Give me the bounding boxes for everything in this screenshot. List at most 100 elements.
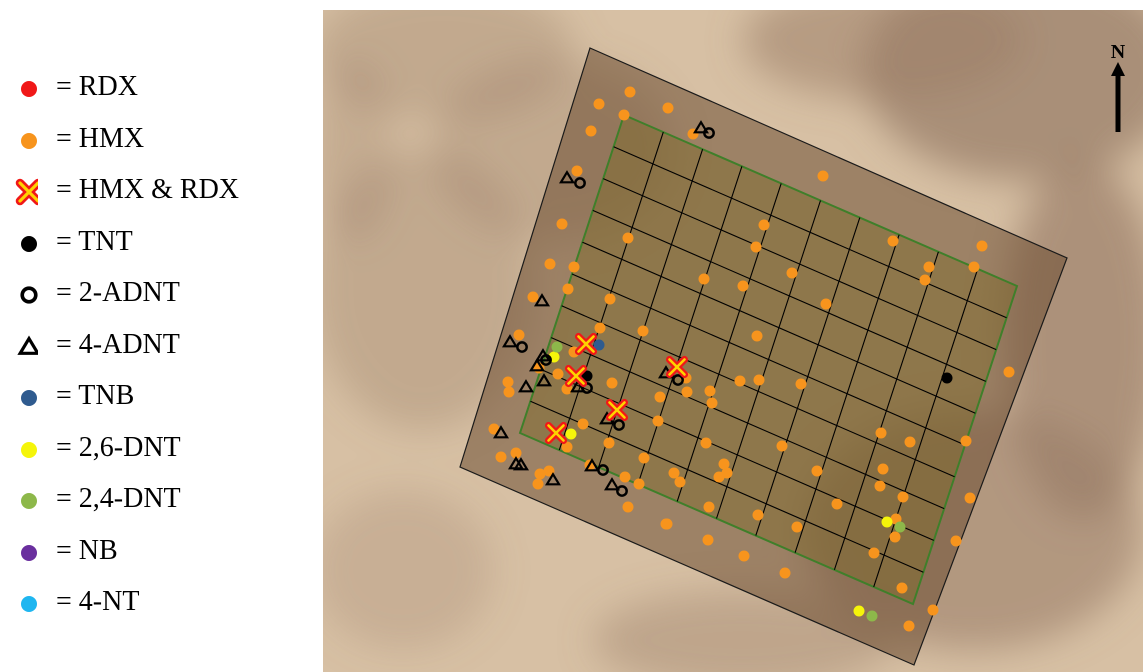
sample-marker-hmx	[868, 547, 880, 559]
legend-label: = RDX	[56, 71, 138, 102]
sample-marker-hmx	[704, 385, 716, 397]
sample-marker-adnt4	[535, 373, 553, 387]
sample-marker-hmx	[877, 463, 889, 475]
sample-marker-adnt2	[574, 177, 586, 189]
sample-marker-adnt4	[512, 457, 530, 471]
sample-marker-dnt26	[881, 516, 893, 528]
legend-marker-tnt	[21, 235, 37, 252]
sample-marker-hmx	[513, 329, 525, 341]
sample-marker-hmx	[700, 437, 712, 449]
legend-item-nb: = NB	[0, 528, 300, 578]
sample-marker-hmx	[593, 98, 605, 110]
sample-marker-hmx	[668, 467, 680, 479]
sample-marker-hmx_rdx	[665, 355, 689, 379]
sample-marker-hmx	[660, 518, 672, 530]
legend-label: = HMX	[56, 122, 145, 154]
sample-marker-hmx	[751, 330, 763, 342]
sample-marker-hmx	[585, 125, 597, 137]
sample-marker-hmx	[532, 478, 544, 490]
legend-symbol-dnt26	[21, 441, 37, 458]
sample-marker-adnt2	[703, 127, 715, 139]
legend-marker-tnb	[21, 390, 37, 406]
sample-marker-hmx	[552, 368, 564, 380]
sample-marker-hmx	[976, 240, 988, 252]
sample-marker-hmx	[604, 293, 616, 305]
sample-marker-hmx	[638, 452, 650, 464]
north-label: N	[1111, 41, 1126, 63]
sample-marker-tnt	[581, 370, 593, 382]
sample-marker-hmx	[622, 232, 634, 244]
sample-marker-hmx	[603, 437, 615, 449]
sample-marker-hmx	[495, 451, 507, 463]
legend-symbol-rdx	[21, 81, 37, 97]
legend-label: = 4-ADNT	[56, 328, 180, 360]
site-map: N	[323, 10, 1143, 672]
sample-marker-hmx_rdx	[605, 398, 629, 422]
sample-marker-adnt2	[597, 464, 609, 476]
legend-symbol-hmx	[21, 132, 37, 149]
sample-marker-hmx	[817, 170, 829, 182]
sample-marker-hmx	[950, 535, 962, 547]
sample-marker-hmx	[568, 261, 580, 273]
legend-label: = HMX & RDX	[56, 174, 240, 205]
sample-marker-hmx	[897, 491, 909, 503]
sample-marker-hmx	[964, 492, 976, 504]
sample-marker-hmx	[903, 620, 915, 632]
sample-marker-hmx	[718, 458, 730, 470]
sample-marker-hmx	[706, 397, 718, 409]
sample-marker-hmx	[703, 501, 715, 513]
sample-marker-adnt2	[540, 354, 552, 366]
sample-marker-hmx	[734, 375, 746, 387]
sample-marker-hmx	[919, 274, 931, 286]
legend-marker-dnt26	[21, 441, 37, 458]
sample-marker-adnt4	[558, 170, 576, 184]
sample-marker-hmx	[927, 604, 939, 616]
sample-marker-adnt4	[692, 120, 710, 134]
legend-marker-adnt2	[20, 286, 38, 304]
north-arrow-icon	[1111, 62, 1125, 132]
sample-marker-hmx	[622, 501, 634, 513]
sample-marker-hmx	[662, 102, 674, 114]
sample-marker-hmx	[820, 298, 832, 310]
aerial-map-image: N	[323, 10, 1143, 672]
legend-item-hmx_rdx: = HMX & RDX	[0, 167, 300, 217]
legend-item-tnb: = TNB	[0, 373, 300, 423]
sample-marker-adnt2	[616, 485, 628, 497]
sample-marker-adnt4	[528, 358, 546, 372]
sample-marker-adnt2	[672, 374, 684, 386]
sample-marker-hmx	[889, 531, 901, 543]
legend-item-tnt: = TNT	[0, 219, 300, 269]
legend-item-dnt24: = 2,4-DNT	[0, 476, 300, 526]
sample-marker-adnt2	[613, 419, 625, 431]
legend-symbol-adnt4	[17, 334, 38, 355]
sample-marker-hmx	[753, 374, 765, 386]
sample-marker-hmx	[543, 465, 555, 477]
legend-marker-adnt4	[17, 334, 38, 355]
sample-marker-hmx	[968, 261, 980, 273]
legend-item-dnt26: = 2,6-DNT	[0, 425, 300, 475]
sample-marker-adnt4	[533, 293, 551, 307]
sample-marker-hmx	[502, 376, 514, 388]
sample-marker-dnt26	[565, 428, 577, 440]
sample-marker-adnt4	[501, 334, 519, 348]
legend-label: = TNT	[56, 225, 133, 257]
sample-marker-hmx	[786, 267, 798, 279]
sampling-plot-boundary	[459, 47, 1068, 666]
sample-marker-adnt4	[603, 477, 621, 491]
legend-symbol-hmx_rdx	[15, 178, 38, 206]
sample-marker-hmx	[510, 447, 522, 459]
sample-marker-hmx	[904, 436, 916, 448]
sample-marker-hmx	[750, 241, 762, 253]
legend-symbol-dnt24	[21, 493, 37, 509]
sample-marker-hmx	[779, 567, 791, 579]
sample-marker-hmx_rdx	[544, 421, 568, 445]
legend-symbol-nb	[21, 544, 37, 561]
sample-marker-hmx	[527, 291, 539, 303]
legend-label: = 2-ADNT	[56, 277, 180, 308]
sample-marker-hmx	[606, 377, 618, 389]
legend-marker-dnt24	[21, 493, 37, 509]
sample-marker-hmx	[577, 418, 589, 430]
sample-marker-hmx	[1003, 366, 1015, 378]
legend-marker-nt4	[21, 596, 37, 612]
sample-marker-hmx	[875, 427, 887, 439]
